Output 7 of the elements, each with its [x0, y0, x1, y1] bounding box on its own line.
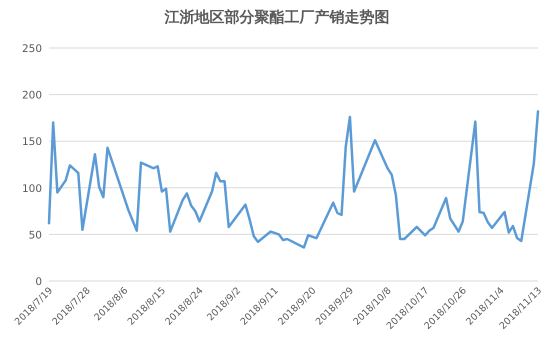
y-tick-label: 200	[22, 90, 42, 102]
y-tick-label: 150	[22, 136, 42, 148]
y-tick-label: 250	[22, 43, 42, 55]
chart-title: 江浙地区部分聚酯工厂产销走势图	[164, 8, 390, 26]
y-tick-label: 50	[28, 229, 42, 242]
y-tick-label: 0	[35, 276, 42, 288]
y-tick-label: 100	[22, 182, 42, 195]
